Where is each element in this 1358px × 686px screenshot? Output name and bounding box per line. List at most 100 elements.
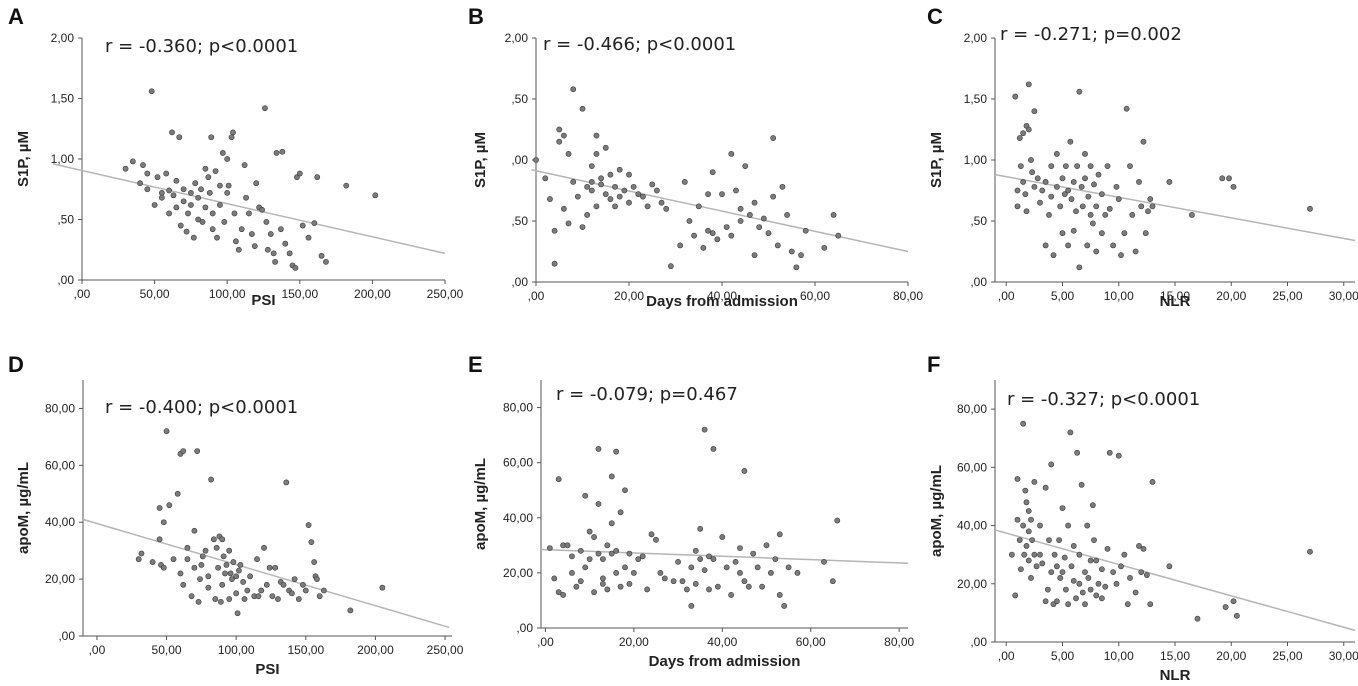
x-tick-label: 100,00 xyxy=(218,643,255,657)
data-point xyxy=(1061,554,1068,561)
data-point xyxy=(170,192,177,199)
data-point xyxy=(224,156,231,162)
data-point xyxy=(1140,545,1147,552)
data-point xyxy=(1104,545,1111,552)
data-point xyxy=(602,191,609,198)
data-point xyxy=(1136,543,1142,549)
data-point xyxy=(781,603,788,609)
data-point xyxy=(1031,108,1038,115)
data-point xyxy=(1065,187,1072,194)
data-point xyxy=(776,531,783,538)
data-point xyxy=(1053,183,1060,190)
data-point xyxy=(1068,563,1075,570)
panel-f: F ,00 5,00 10,00 15,00 20,00 25,00 30,00 ,00 20,0… xyxy=(927,352,1358,684)
data-point xyxy=(160,564,167,571)
data-point xyxy=(586,556,593,563)
data-point xyxy=(343,182,350,189)
data-point xyxy=(247,573,253,580)
data-point xyxy=(1025,81,1032,88)
data-point xyxy=(122,165,129,172)
data-point xyxy=(314,576,320,583)
data-point xyxy=(272,258,279,265)
data-point xyxy=(798,252,804,259)
data-point xyxy=(692,547,699,554)
data-point xyxy=(202,204,209,211)
x-tick-label: 80,00 xyxy=(893,289,923,303)
data-point xyxy=(229,576,235,583)
data-point xyxy=(706,553,712,560)
y-axis-label: S1P, µM xyxy=(472,132,489,188)
data-point xyxy=(205,573,212,580)
x-tick-label: 5,00 xyxy=(1051,649,1075,663)
data-point xyxy=(191,564,198,571)
data-point xyxy=(555,589,562,596)
data-point xyxy=(657,569,664,576)
y-tick-label: 1,50 xyxy=(51,92,75,106)
data-point xyxy=(1147,196,1154,202)
data-point xyxy=(1074,449,1081,456)
data-point xyxy=(208,476,215,483)
y-tick-label: 1,00 xyxy=(964,153,988,167)
x-axis-label: Days from admission xyxy=(646,293,798,310)
data-point xyxy=(595,550,602,557)
data-point xyxy=(1048,461,1055,468)
data-point xyxy=(1065,601,1072,608)
data-point xyxy=(1076,264,1083,271)
data-point xyxy=(156,505,163,511)
data-point xyxy=(241,162,248,168)
data-point xyxy=(212,596,219,602)
y-tick-label: ,00 xyxy=(970,635,987,649)
correlation-annotation: r = -0.327; p<0.0001 xyxy=(1007,389,1200,410)
data-point xyxy=(1048,163,1055,169)
data-point xyxy=(1020,420,1027,427)
data-point xyxy=(173,204,180,211)
data-point xyxy=(320,587,327,594)
data-point xyxy=(681,179,688,185)
data-point xyxy=(608,550,615,557)
data-point xyxy=(613,569,620,576)
data-point xyxy=(259,206,265,213)
data-point xyxy=(1087,211,1094,218)
data-point xyxy=(1136,179,1142,185)
data-point xyxy=(272,564,279,571)
data-point xyxy=(1098,191,1105,198)
data-point xyxy=(600,581,606,587)
y-tick-label: ,00 xyxy=(58,629,75,643)
data-point xyxy=(1029,169,1036,176)
data-point xyxy=(1082,150,1088,157)
data-point xyxy=(577,547,584,554)
data-point xyxy=(158,189,165,196)
x-tick-label: 60,00 xyxy=(800,289,830,303)
data-point xyxy=(279,148,286,155)
data-point xyxy=(574,193,581,200)
data-point xyxy=(626,581,633,587)
data-point xyxy=(706,586,712,593)
data-point xyxy=(705,227,711,234)
data-point xyxy=(202,547,209,554)
x-axis-label: PSI xyxy=(251,292,275,309)
data-point xyxy=(308,539,315,546)
data-point xyxy=(1230,183,1237,190)
data-point xyxy=(654,187,660,194)
data-point xyxy=(372,192,379,199)
data-point xyxy=(1053,563,1060,570)
data-point xyxy=(551,260,558,267)
data-point xyxy=(1149,478,1156,485)
data-point xyxy=(237,561,244,568)
data-point xyxy=(280,581,287,588)
data-point xyxy=(170,556,177,563)
data-point xyxy=(570,86,577,93)
data-point xyxy=(177,570,184,577)
data-point xyxy=(1039,187,1046,194)
data-point xyxy=(278,226,284,233)
data-point xyxy=(770,135,777,141)
x-tick-label: 10,00 xyxy=(1104,649,1134,663)
data-point xyxy=(547,196,553,202)
data-point xyxy=(187,202,194,208)
data-point xyxy=(688,564,695,571)
data-point xyxy=(254,556,260,563)
x-tick-label: 250,00 xyxy=(427,643,464,657)
data-point xyxy=(166,502,173,509)
data-point xyxy=(1110,242,1117,249)
data-point xyxy=(1115,196,1122,202)
